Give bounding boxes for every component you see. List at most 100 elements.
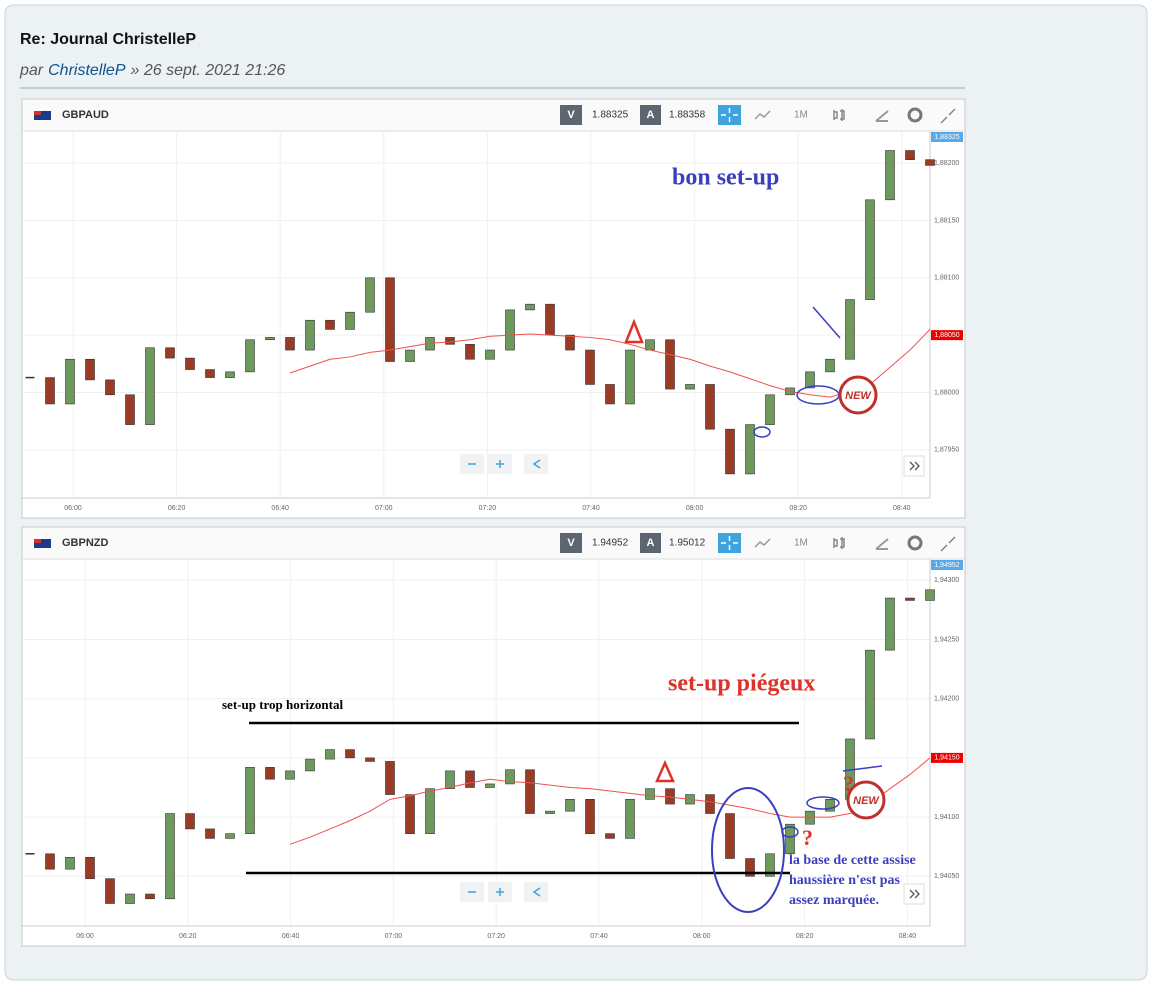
candle [305, 758, 315, 772]
x-tick-label: 07:40 [590, 933, 608, 940]
interval[interactable]: 1M [794, 110, 808, 121]
candle [645, 339, 655, 351]
author-link[interactable]: ChristelleP [48, 62, 126, 79]
ma-tag-label: 1,88050 [934, 332, 959, 339]
y-tick-label: 1,88200 [934, 160, 959, 167]
interval[interactable]: 1M [794, 538, 808, 549]
zoom-icon [496, 460, 504, 468]
candle [425, 788, 435, 834]
post-title: Re: Journal ChristelleP [20, 31, 196, 48]
candle [445, 770, 455, 789]
draw-icon[interactable] [875, 538, 889, 550]
candle [285, 337, 295, 351]
y-tick-label: 1,88150 [934, 217, 959, 224]
candle [685, 384, 695, 390]
moving-average [289, 757, 931, 845]
candle-icon[interactable] [833, 537, 845, 549]
x-tick-label: 08:00 [693, 933, 711, 940]
y-tick-label: 1,88000 [934, 389, 959, 396]
crosshair-button[interactable] [718, 105, 741, 125]
x-tick-label: 06:00 [64, 505, 82, 512]
ask-box [640, 105, 661, 125]
scroll-icon [909, 889, 920, 899]
candle [185, 813, 195, 830]
crosshair-button[interactable] [718, 533, 741, 553]
candle [885, 597, 895, 651]
candle [85, 358, 95, 381]
triangle [655, 759, 675, 783]
candle [625, 349, 635, 405]
ma-tag-label: 1,94150 [934, 755, 959, 762]
flag-stripe [34, 539, 41, 543]
x-tick-label: 07:00 [385, 933, 403, 940]
candle [445, 337, 455, 345]
candle [365, 277, 375, 313]
candle [725, 813, 735, 859]
candle [145, 347, 155, 425]
ask: 1.95012 [669, 538, 706, 549]
candle [605, 384, 615, 405]
chart-type-icon[interactable] [754, 538, 771, 548]
circle-mark [806, 796, 840, 810]
ask-label: A [647, 537, 655, 549]
price-tag-label: 1,88325 [934, 134, 959, 141]
annotation: set-up trop horizontal [222, 697, 343, 712]
candle [165, 813, 175, 900]
bid-box [560, 105, 582, 125]
candle [125, 893, 135, 904]
symbol: GBPNZD [62, 537, 109, 549]
price-tag [931, 132, 963, 142]
candle [225, 371, 235, 378]
chart-frame [21, 98, 966, 519]
candle [905, 597, 915, 601]
settings-icon[interactable] [907, 535, 923, 551]
candle [625, 799, 635, 839]
y-tick-label: 1,94100 [934, 814, 959, 821]
candle [845, 299, 855, 360]
candle [65, 358, 75, 405]
share-button[interactable] [524, 882, 548, 902]
candle [385, 277, 395, 362]
candle [925, 159, 935, 166]
x-tick-label: 07:00 [375, 505, 393, 512]
y-tick-label: 1,88100 [934, 275, 959, 282]
expand-icon[interactable] [940, 108, 956, 124]
new-badge-label: NEW [853, 795, 880, 807]
price-tag [931, 560, 963, 570]
expand-icon[interactable] [940, 536, 956, 552]
circle-mark [711, 787, 785, 913]
ask: 1.88358 [669, 110, 706, 121]
candle [585, 349, 595, 385]
candle [465, 344, 475, 360]
candle [665, 339, 675, 390]
ma-tag [931, 752, 963, 763]
candle [105, 878, 115, 904]
share-icon [532, 459, 541, 469]
candle [485, 349, 495, 360]
candle [105, 379, 115, 396]
by: par [19, 62, 44, 79]
x-tick-label: 06:40 [282, 933, 300, 940]
candle [145, 893, 155, 900]
chart-type-icon[interactable] [754, 110, 771, 120]
annotation: set-up piégeux [668, 671, 815, 697]
symbol: GBPAUD [62, 109, 109, 121]
candle [245, 767, 255, 834]
candle [545, 810, 555, 814]
candle [345, 749, 355, 759]
draw-icon[interactable] [875, 110, 889, 122]
settings-icon[interactable] [907, 107, 923, 123]
candle [885, 150, 895, 201]
toolbar [23, 100, 964, 131]
candle [505, 769, 515, 785]
flag [34, 111, 51, 120]
annotation: la base de cette assise [789, 853, 916, 868]
byline: par ChristelleP» 26 sept. 2021 21:26 [19, 62, 285, 79]
candle [245, 339, 255, 373]
x-tick-label: 08:40 [899, 933, 917, 940]
share-button[interactable] [524, 454, 548, 474]
new-badge [846, 780, 886, 820]
toolbar [23, 528, 964, 559]
candle [865, 199, 875, 300]
candle-icon[interactable] [833, 109, 845, 121]
